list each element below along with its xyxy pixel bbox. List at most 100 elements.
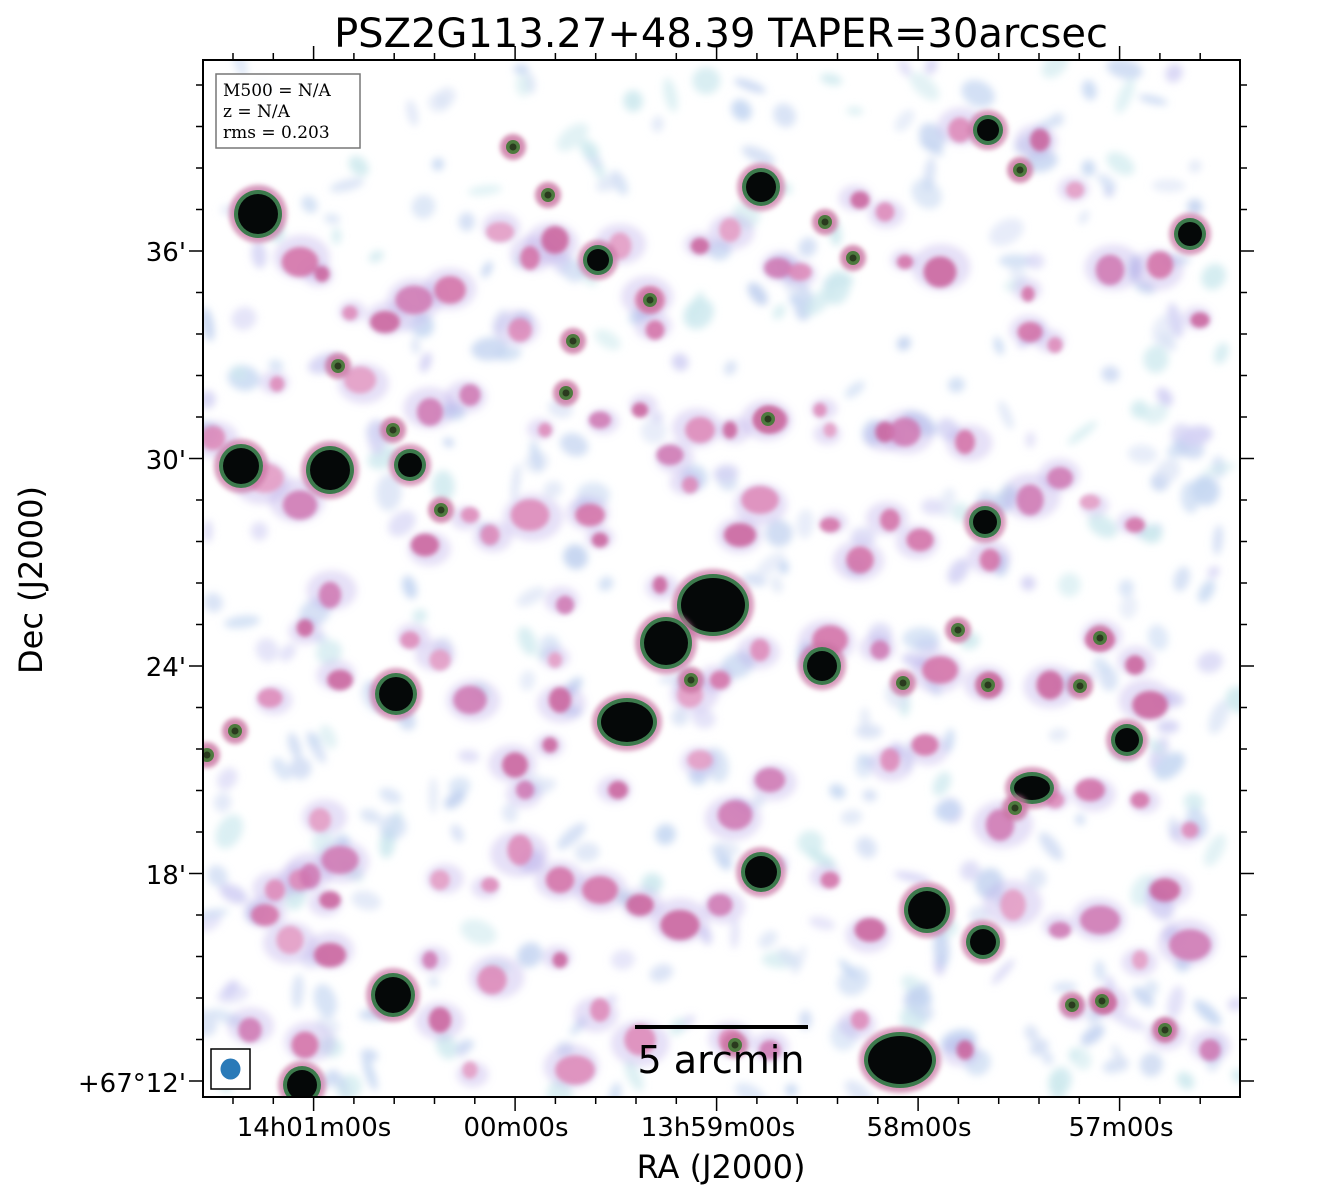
emission-blob [1036,670,1064,700]
noise-blob [998,400,1014,430]
emission-blob [480,524,500,546]
compact-source [1007,157,1033,183]
emission-blob [264,879,286,901]
noise-blob [331,227,342,245]
emission-blob [1000,889,1026,921]
emission-blob [722,421,738,439]
emission-blob [591,532,609,548]
noise-blob [428,777,438,814]
noise-blob [624,1060,644,1092]
emission-blob [581,876,619,904]
noise-blob [731,99,752,121]
noise-blob [1197,651,1224,673]
noise-blob [1025,252,1045,270]
compact-source [1002,795,1028,821]
noise-blob [788,294,801,306]
emission-blob [542,737,558,753]
noise-blob [1147,624,1169,651]
emission-blob [608,780,628,800]
noise-blob [203,908,229,920]
compact-source [1087,625,1113,651]
noise-blob [455,1039,474,1054]
emission-blob [1168,929,1212,961]
emission-blob [896,255,914,269]
emission-blob [1079,494,1101,510]
noise-blob [250,521,269,541]
noise-blob [651,116,664,133]
noise-blob [1106,151,1135,176]
emission-blob [453,685,487,715]
emission-blob [750,638,770,662]
noise-blob [797,830,824,856]
noise-blob [348,155,369,177]
noise-blob [1058,573,1081,597]
emission-blob [979,548,1001,572]
beam-indicator [210,1048,251,1090]
noise-blob [1132,986,1154,1008]
noise-blob [1155,458,1181,485]
noise-blob [1202,463,1236,476]
noise-blob [1042,1051,1054,1066]
compact-source [945,617,971,643]
noise-blob [989,218,1024,247]
compact-source [755,406,781,432]
emission-blob [588,411,612,429]
emission-blob [1181,821,1199,839]
noise-blob [730,918,740,950]
noise-blob [924,60,938,75]
bright-source [389,444,431,486]
emission-blob [645,320,665,340]
noise-blob [837,966,870,996]
noise-blob [1151,179,1186,193]
noise-blob [799,1010,812,1030]
noise-blob [1115,78,1135,114]
emission-blob [788,263,812,281]
emission-blob [1047,337,1063,353]
emission-blob [548,652,562,668]
noise-blob [289,757,312,780]
emission-blob [459,384,481,406]
emission-blob [309,808,331,832]
emission-blob [956,1040,974,1060]
noise-blob [855,836,877,859]
noise-blob [1081,79,1097,101]
noise-blob [233,60,248,78]
noise-blob [559,432,589,457]
emission-blob [296,619,314,637]
info-rms: rms = 0.203 [223,123,330,143]
noise-blob [911,178,942,209]
noise-blob [287,732,302,760]
noise-blob [1187,198,1203,215]
noise-blob [1041,60,1069,79]
emission-blob [486,222,514,242]
emission-blob [429,649,451,671]
noise-blob [1025,431,1036,449]
emission-blob [575,503,605,527]
bright-source [1005,767,1059,809]
emission-blob [813,402,827,418]
emission-blob [1049,921,1071,939]
emission-blob [1199,1039,1221,1061]
noise-blob [903,982,930,1007]
noise-blob [412,609,428,623]
noise-blob [1207,566,1220,579]
scale-bar-label: 5 arcmin [638,1038,805,1082]
emission-blob [911,734,939,756]
noise-blob [608,1082,622,1097]
emission-blob [555,1055,595,1085]
noise-blob [1096,173,1117,190]
noise-blob [798,237,817,258]
noise-blob [723,360,737,376]
noise-blob [301,195,318,214]
emission-blob [430,870,450,890]
noise-blob [216,767,238,791]
noise-blob [1143,345,1169,374]
emission-blob [1125,655,1145,675]
bright-source [672,569,754,641]
noise-blob [1094,960,1106,982]
noise-blob [215,814,244,849]
noise-blob [1197,579,1216,603]
emission-blob [318,581,342,609]
noise-blob [862,789,877,802]
noise-blob [1158,331,1177,351]
